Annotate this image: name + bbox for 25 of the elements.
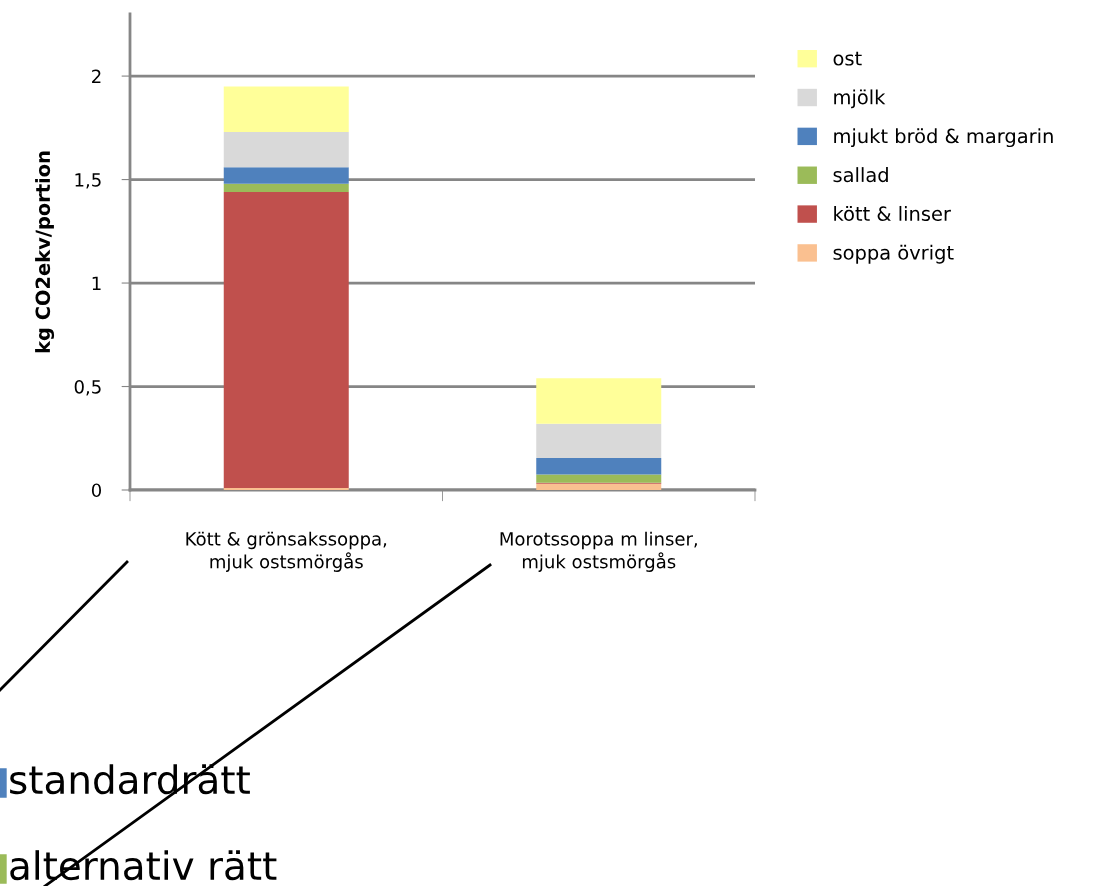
- y-axis-title: kg CO2ekv/portion: [35, 151, 55, 353]
- bar: [536, 378, 662, 424]
- bar: [536, 423, 662, 458]
- legend-label: mjölk: [834, 89, 886, 109]
- bar: [223, 167, 349, 184]
- legend-label: ost: [833, 51, 862, 66]
- y-tick-label: 0: [91, 483, 102, 498]
- bar: [536, 457, 662, 475]
- legend-label: sallad: [833, 167, 888, 183]
- y-tick-label: 1,5: [75, 173, 101, 189]
- bar: [536, 474, 662, 483]
- x-tick-label: Kött & grönsakssoppa, mjuk ostsmörgås: [186, 531, 387, 572]
- bar: [223, 183, 349, 192]
- bar: [223, 191, 349, 488]
- bar: [223, 131, 349, 168]
- y-tick-label: 2: [92, 69, 101, 83]
- bar: [536, 483, 662, 490]
- legend-label: kött & linser: [834, 205, 951, 222]
- bar: [223, 487, 349, 490]
- y-tick-label: 0,5: [74, 379, 101, 396]
- legend-label: mjukt bröd & margarin: [834, 128, 1053, 148]
- x-tick-label: Morotssoppa m linser, mjuk ostsmörgås: [500, 531, 697, 572]
- bar: [223, 86, 349, 132]
- y-tick-label: 1: [92, 276, 101, 290]
- legend-label: soppa övrigt: [833, 244, 954, 264]
